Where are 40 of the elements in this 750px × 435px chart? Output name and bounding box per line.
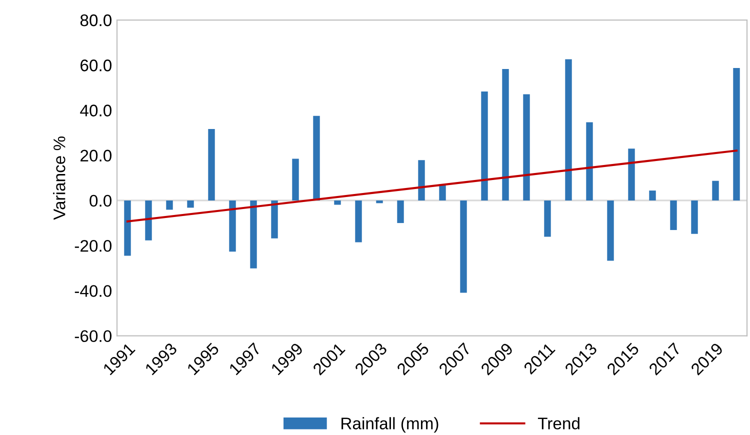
bar (271, 200, 278, 238)
bar (334, 200, 341, 205)
bar (292, 158, 299, 200)
bar (145, 200, 152, 240)
y-tick-label: -60.0 (74, 330, 112, 342)
bar (187, 200, 194, 208)
bar (502, 68, 509, 200)
bar (607, 200, 614, 261)
y-axis-title: Variance % (53, 136, 66, 220)
y-tick-label: 0.0 (90, 194, 112, 207)
bar (397, 200, 404, 224)
bar (229, 200, 236, 252)
bar (586, 122, 593, 200)
bar (418, 160, 425, 200)
bar (565, 59, 572, 200)
bar (313, 116, 320, 200)
bar (670, 200, 677, 230)
bar (250, 200, 257, 268)
y-tick-label: 20.0 (80, 150, 112, 162)
bar (628, 148, 635, 200)
y-tick-label: 60.0 (80, 60, 112, 72)
bar (208, 128, 215, 200)
bar (544, 200, 551, 237)
bar (481, 92, 488, 200)
y-tick-label: 40.0 (80, 104, 112, 116)
bar (355, 200, 362, 242)
bar (733, 68, 740, 200)
bar (712, 180, 719, 200)
bar (124, 200, 131, 256)
legend-label: Rainfall (mm) (342, 417, 438, 433)
bar (460, 200, 467, 293)
bar (691, 200, 698, 234)
bar (166, 200, 173, 210)
legend-label: Trend (538, 417, 580, 430)
bar (649, 190, 656, 200)
bar (523, 94, 530, 200)
y-tick-label: -20.0 (74, 240, 112, 252)
y-tick-label: 80.0 (80, 14, 112, 26)
y-tick-label: -40.0 (74, 285, 112, 297)
bar (376, 200, 383, 204)
